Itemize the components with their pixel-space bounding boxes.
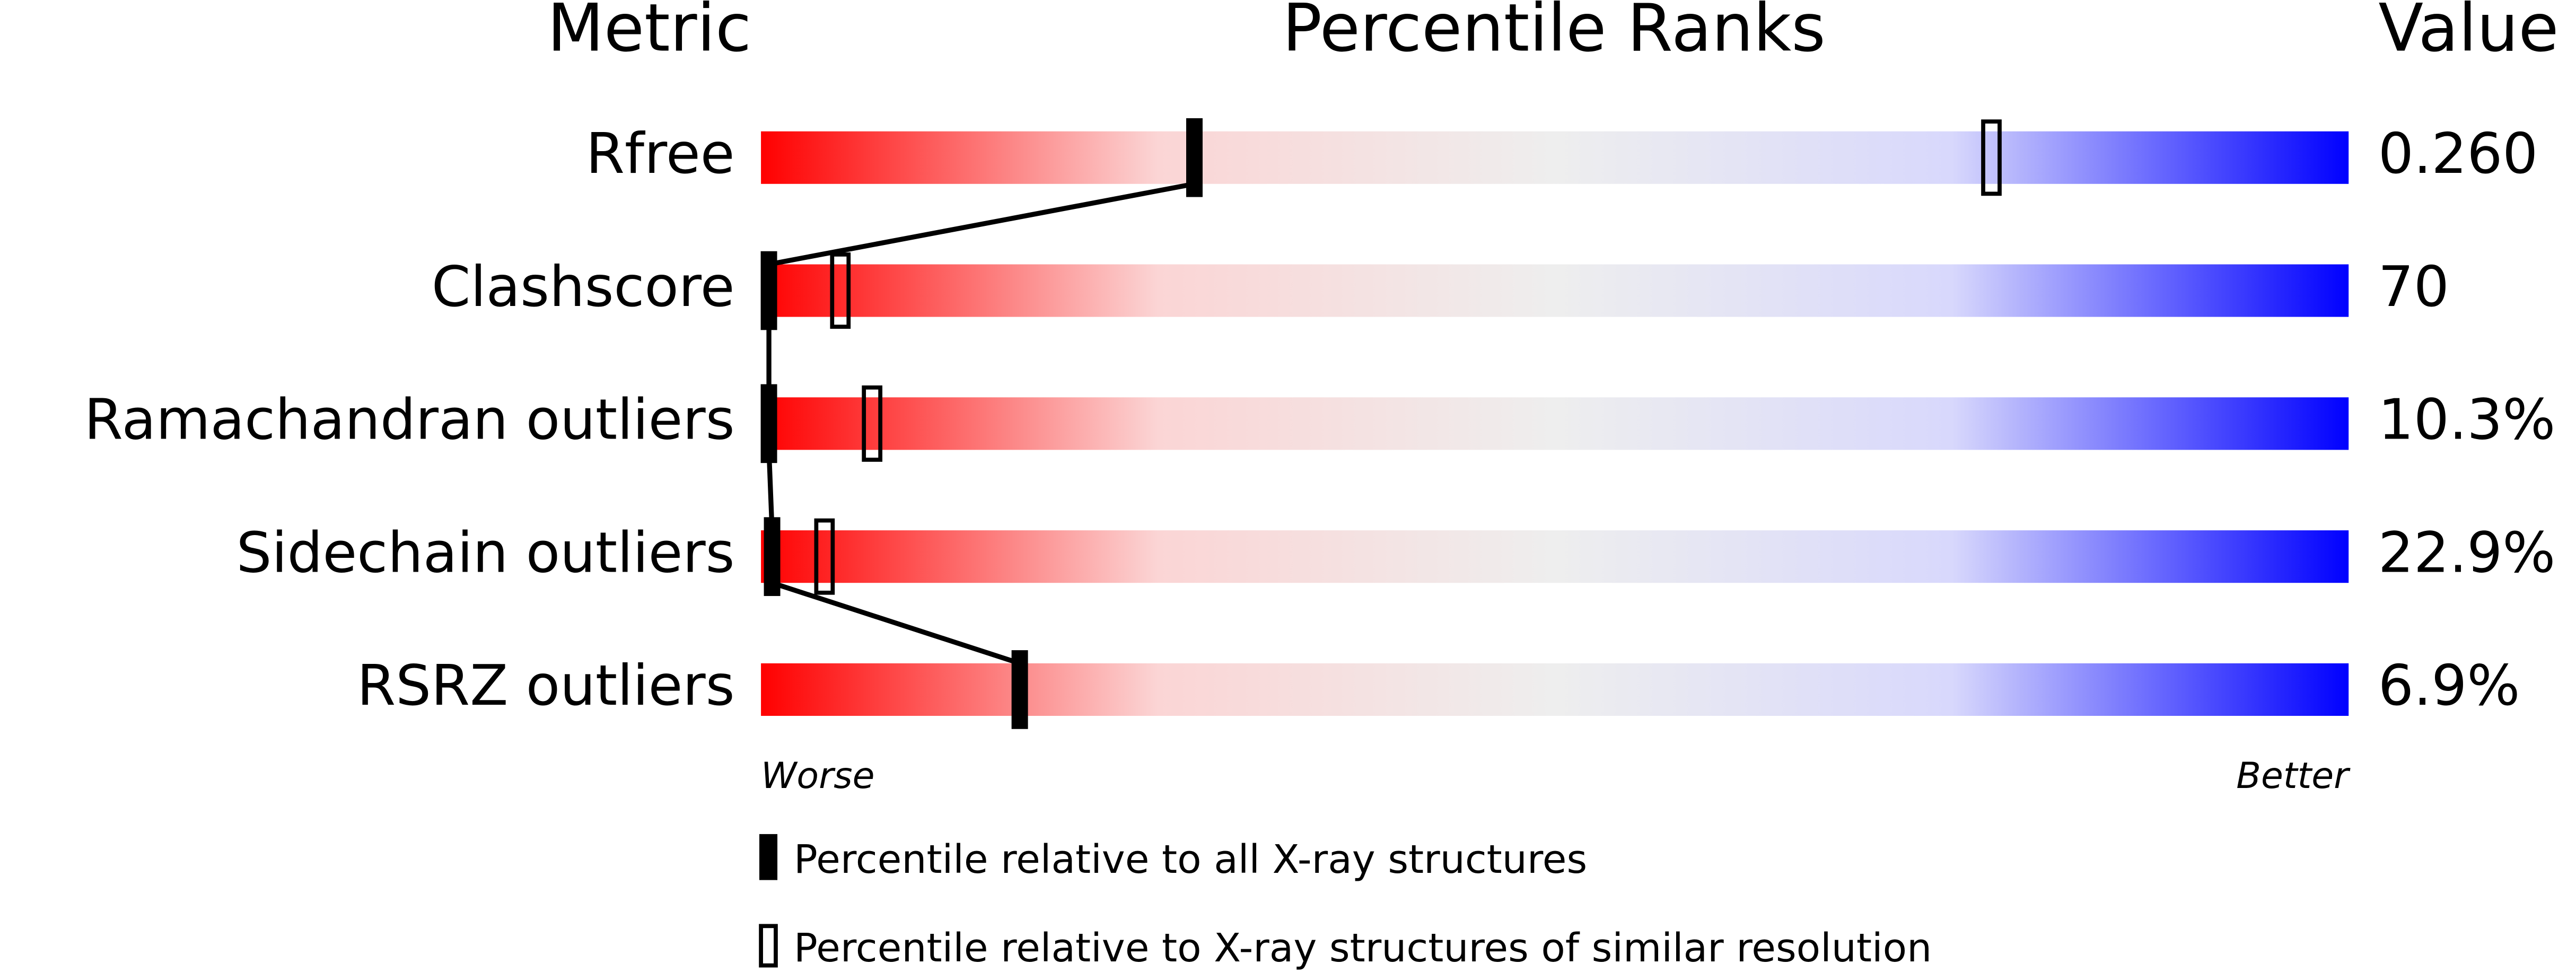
percentile-marker-all xyxy=(1186,118,1203,197)
metric-value: 0.260 xyxy=(2378,121,2538,186)
connector-line xyxy=(768,181,1195,267)
legend-label: Percentile relative to X-ray structures … xyxy=(794,925,1932,971)
better-label: Better xyxy=(2236,755,2351,797)
metric-label: Sidechain outliers xyxy=(236,520,735,585)
metric-value: 22.9% xyxy=(2378,520,2555,585)
slider-bar xyxy=(761,397,2349,450)
header-metric: Metric xyxy=(547,0,751,67)
header-value: Value xyxy=(2378,0,2559,67)
metric-label: RSRZ outliers xyxy=(357,653,734,718)
worse-label: Worse xyxy=(761,755,874,797)
metric-value: 10.3% xyxy=(2378,387,2555,452)
legend-swatch xyxy=(759,924,778,968)
slider-bar xyxy=(761,264,2349,317)
connector-line xyxy=(771,580,1021,666)
percentile-marker-all xyxy=(764,517,781,596)
percentile-marker-similar xyxy=(862,385,883,462)
legend-label: Percentile relative to all X-ray structu… xyxy=(794,836,1587,882)
percentile-marker-all xyxy=(1011,650,1028,729)
metric-label: Ramachandran outliers xyxy=(84,387,735,452)
metric-value: 70 xyxy=(2378,254,2449,319)
percentile-marker-similar xyxy=(1981,119,2002,196)
percentile-marker-all xyxy=(760,251,777,330)
slider-bar xyxy=(761,131,2349,184)
header-ranks: Percentile Ranks xyxy=(1282,0,1825,67)
slider-bar xyxy=(761,663,2349,716)
percentile-marker-all xyxy=(760,384,777,463)
metric-value: 6.9% xyxy=(2378,653,2520,718)
slider-bar xyxy=(761,530,2349,583)
percentile-marker-similar xyxy=(830,252,851,329)
percentile-marker-similar xyxy=(814,518,835,595)
metric-label: Rfree xyxy=(586,121,735,186)
legend-swatch xyxy=(759,834,778,880)
metric-label: Clashscore xyxy=(432,254,735,319)
connector-line xyxy=(766,450,775,531)
